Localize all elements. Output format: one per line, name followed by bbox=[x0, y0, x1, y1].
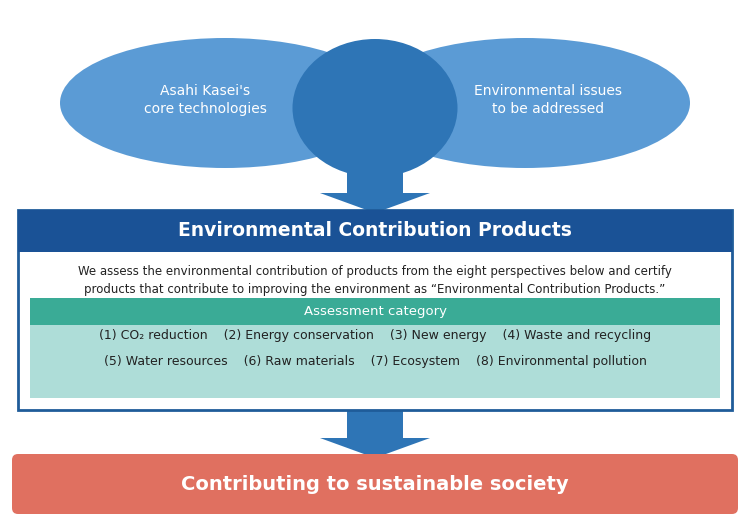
Text: Assessment category: Assessment category bbox=[304, 305, 446, 318]
Text: (5) Water resources    (6) Raw materials    (7) Ecosystem    (8) Environmental p: (5) Water resources (6) Raw materials (7… bbox=[104, 355, 646, 368]
Polygon shape bbox=[320, 193, 430, 213]
Polygon shape bbox=[347, 148, 403, 193]
FancyBboxPatch shape bbox=[18, 210, 732, 410]
FancyBboxPatch shape bbox=[12, 454, 738, 514]
FancyBboxPatch shape bbox=[18, 210, 732, 252]
FancyBboxPatch shape bbox=[30, 298, 720, 398]
Text: products that contribute to improving the environment as “Environmental Contribu: products that contribute to improving th… bbox=[84, 283, 666, 296]
Ellipse shape bbox=[360, 38, 690, 168]
Polygon shape bbox=[320, 438, 430, 458]
Text: Environmental issues
to be addressed: Environmental issues to be addressed bbox=[474, 84, 622, 116]
Polygon shape bbox=[347, 410, 403, 438]
Ellipse shape bbox=[292, 39, 458, 177]
Text: We assess the environmental contribution of products from the eight perspectives: We assess the environmental contribution… bbox=[78, 266, 672, 279]
Text: Asahi Kasei's
core technologies: Asahi Kasei's core technologies bbox=[143, 84, 266, 116]
Text: (1) CO₂ reduction    (2) Energy conservation    (3) New energy    (4) Waste and : (1) CO₂ reduction (2) Energy conservatio… bbox=[99, 328, 651, 341]
Ellipse shape bbox=[60, 38, 390, 168]
Text: Environmental Contribution Products: Environmental Contribution Products bbox=[178, 222, 572, 240]
Text: Contributing to sustainable society: Contributing to sustainable society bbox=[182, 474, 568, 494]
FancyBboxPatch shape bbox=[30, 298, 720, 325]
